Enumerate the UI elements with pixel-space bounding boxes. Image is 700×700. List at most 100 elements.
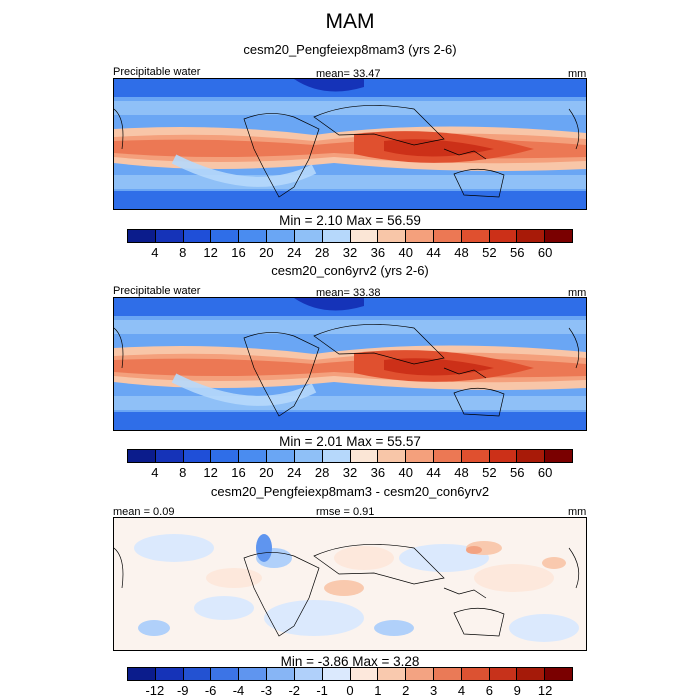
colorbar-swatch [489, 668, 518, 680]
colorbar-swatch [461, 230, 490, 242]
panel-3-mean-label: mean = 0.09 [113, 506, 175, 518]
colorbar-tick-label: 12 [203, 465, 218, 480]
colorbar-tick-label: 12 [203, 245, 218, 260]
panel-3-units-label: mm [568, 506, 587, 518]
colorbar-swatch [294, 230, 323, 242]
colorbar-swatch [267, 230, 295, 242]
colorbar-tick-label: 56 [510, 245, 525, 260]
panel-3-rmse-label: rmse = 0.91 [316, 506, 375, 518]
colorbar-swatch [183, 230, 212, 242]
colorbar-tick-label: 40 [398, 465, 413, 480]
colorbar-tick-label: 8 [179, 465, 187, 480]
panel-3-colorbar [127, 667, 573, 681]
colorbar-swatch [155, 230, 184, 242]
panel-2-map-svg [114, 298, 586, 430]
colorbar-tick-label: -12 [145, 683, 165, 698]
colorbar-tick-label: -9 [176, 683, 189, 698]
colorbar-swatch [239, 668, 268, 680]
panel-1-mean-label: mean= 33.47 [316, 68, 381, 80]
colorbar-tick-label: 1 [374, 683, 382, 698]
colorbar-tick-label: 20 [259, 465, 274, 480]
colorbar-swatch [155, 668, 184, 680]
colorbar-tick-label: 40 [398, 245, 413, 260]
colorbar-tick-label: 60 [537, 465, 553, 480]
colorbar-swatch [517, 668, 546, 680]
panel-1-variable-label: Precipitable water [113, 66, 201, 78]
colorbar-tick-label: 56 [510, 465, 525, 480]
panel-1-colorbar-ticks: 4 8 12 16 20 24 28 32 36 40 44 48 52 56 60 [127, 245, 573, 261]
colorbar-tick-label: 48 [454, 245, 469, 260]
colorbar-swatch [433, 668, 462, 680]
colorbar-tick-label: 0 [346, 683, 354, 698]
panel-2-colorbar-ticks: 4 8 12 16 20 24 28 32 36 40 44 48 52 56 60 [127, 465, 573, 481]
panel-2-mean-label: mean= 33.38 [316, 287, 381, 299]
colorbar-swatch [239, 450, 268, 462]
colorbar-tick-label: 28 [314, 465, 330, 480]
colorbar-tick-label: -1 [316, 683, 328, 698]
panel-3-map [113, 517, 587, 651]
colorbar-tick-label: 52 [482, 245, 497, 260]
colorbar-tick-label: 4 [457, 683, 466, 698]
panel-1-map-svg [114, 79, 586, 209]
colorbar-swatch [294, 668, 323, 680]
colorbar-tick-label: 4 [151, 465, 159, 480]
colorbar-swatch [433, 230, 462, 242]
colorbar-swatch [128, 668, 156, 680]
panel-2-map [113, 297, 587, 431]
colorbar-tick-label: 20 [259, 245, 274, 260]
panel-2-variable-label: Precipitable water [113, 285, 201, 297]
panel-1-units-label: mm [568, 68, 587, 80]
colorbar-tick-label: 44 [426, 245, 441, 260]
colorbar-swatch [545, 230, 572, 242]
panel-3-map-svg [114, 518, 586, 650]
colorbar-swatch [406, 230, 434, 242]
colorbar-swatch [183, 450, 212, 462]
colorbar-swatch [211, 450, 240, 462]
colorbar-tick-label: 8 [179, 245, 187, 260]
colorbar-swatch [461, 450, 490, 462]
colorbar-swatch [350, 668, 379, 680]
colorbar-swatch [517, 230, 546, 242]
colorbar-tick-label: -2 [288, 683, 301, 698]
colorbar-swatch [545, 450, 572, 462]
colorbar-tick-label: 16 [231, 465, 246, 480]
panel-1-map [113, 78, 587, 210]
colorbar-tick-label: 52 [482, 465, 497, 480]
colorbar-swatch [267, 450, 295, 462]
panel-2-minmax: Min = 2.01 Max = 55.57 [279, 434, 421, 449]
colorbar-swatch [378, 450, 407, 462]
colorbar-tick-label: 12 [537, 683, 553, 698]
colorbar-swatch [378, 668, 407, 680]
colorbar-tick-label: 2 [402, 683, 410, 698]
colorbar-tick-label: -3 [260, 683, 273, 698]
colorbar-tick-label: 32 [342, 465, 358, 480]
figure-title: MAM [325, 10, 375, 33]
panel-2-units-label: mm [568, 287, 587, 299]
colorbar-tick-label: 6 [485, 683, 493, 698]
colorbar-tick-label: 48 [454, 465, 469, 480]
panel-2-title: cesm20_con6yrv2 (yrs 2-6) [271, 263, 429, 278]
colorbar-swatch [350, 230, 379, 242]
colorbar-swatch [183, 668, 212, 680]
colorbar-swatch [406, 450, 434, 462]
colorbar-swatch [489, 450, 518, 462]
panel-1-minmax: Min = 2.10 Max = 56.59 [279, 213, 421, 228]
colorbar-tick-label: 16 [231, 245, 246, 260]
panel-1-title: cesm20_Pengfeiexp8mam3 (yrs 2-6) [243, 42, 457, 57]
colorbar-swatch [322, 450, 351, 462]
colorbar-swatch [267, 668, 295, 680]
panel-3-colorbar-ticks: -12 -9 -6 -4 -3 -2 -1 0 1 2 3 4 6 9 12 [127, 683, 573, 699]
colorbar-swatch [239, 230, 268, 242]
panel-3-minmax: Min = -3.86 Max = 3.28 [280, 654, 420, 669]
colorbar-tick-label: 24 [287, 465, 302, 480]
colorbar-tick-label: 28 [314, 245, 330, 260]
colorbar-swatch [378, 230, 407, 242]
colorbar-tick-label: 44 [426, 465, 441, 480]
colorbar-swatch [406, 668, 434, 680]
colorbar-tick-label: 3 [430, 683, 438, 698]
colorbar-swatch [322, 668, 351, 680]
colorbar-swatch [211, 230, 240, 242]
colorbar-swatch [489, 230, 518, 242]
colorbar-tick-label: 32 [342, 245, 358, 260]
panel-3-title: cesm20_Pengfeiexp8mam3 - cesm20_con6yrv2 [210, 484, 490, 499]
